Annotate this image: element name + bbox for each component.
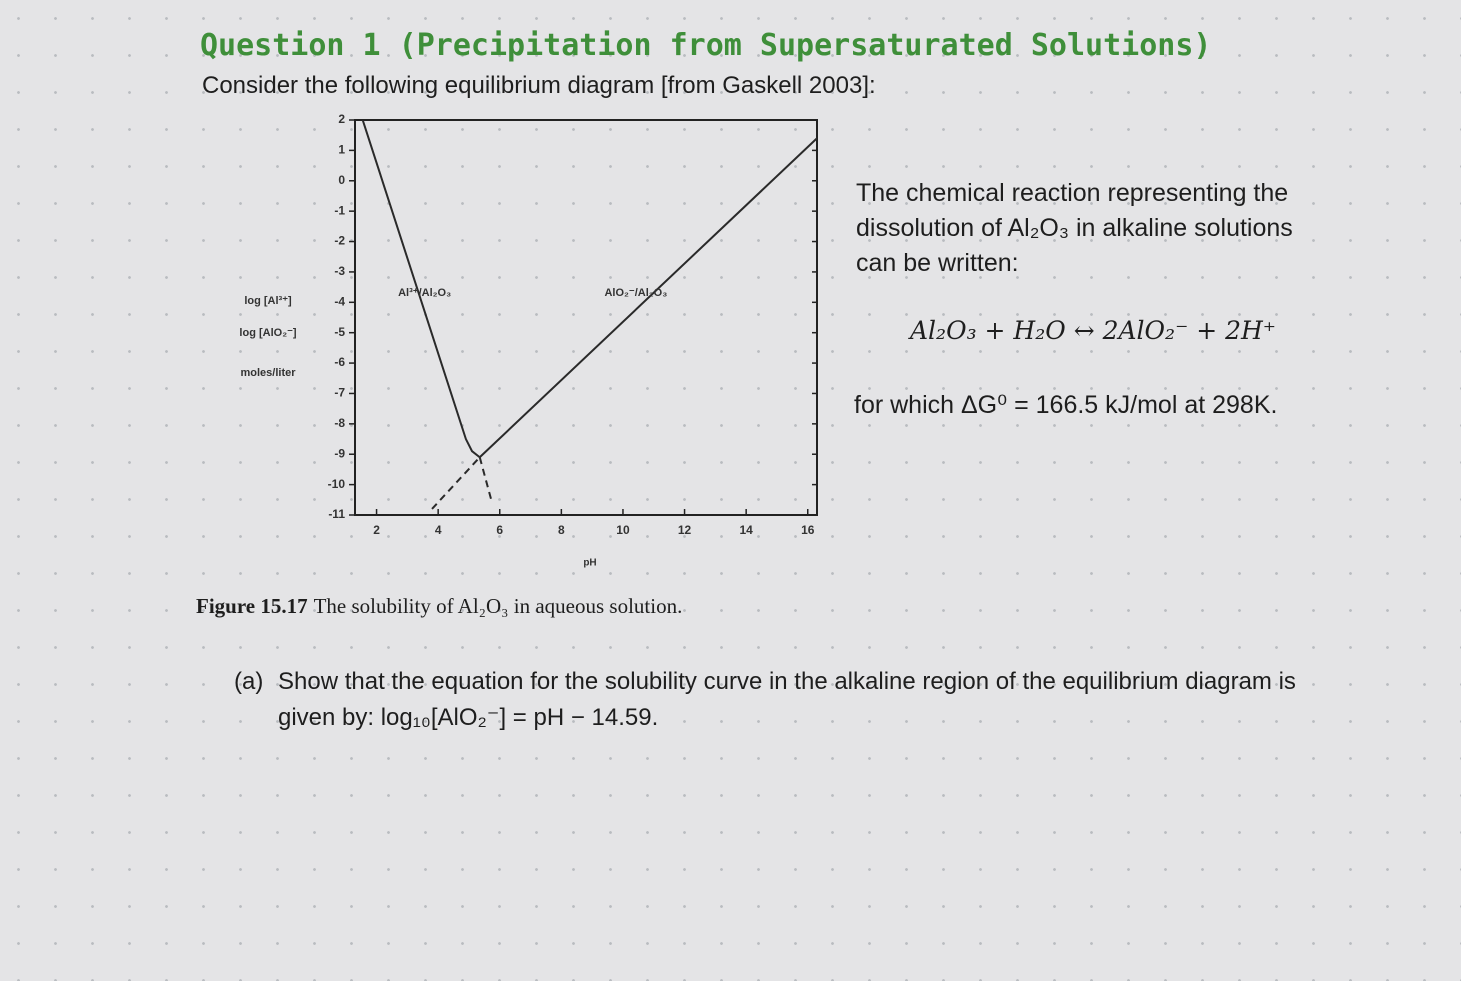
x-tick-label: 12 <box>678 523 692 537</box>
plot-frame <box>354 119 818 516</box>
caption-label: Figure 15.17 <box>196 594 308 618</box>
question-label: (a) <box>234 668 264 695</box>
equation: Al₂O₃ + H₂O ↔ 2AlO₂⁻ + 2H⁺ <box>910 316 1277 345</box>
y-tick-label: -7 <box>334 386 345 400</box>
line-label: Al³⁺/Al₂O₃ <box>398 287 451 299</box>
y-tick-label: -4 <box>334 294 345 308</box>
y-tick-label: 1 <box>338 143 345 157</box>
solubility-line <box>361 119 481 459</box>
y-tick-label: -9 <box>334 446 345 460</box>
x-tick-label: 16 <box>801 523 815 537</box>
y-axis-label: log [Al³⁺] <box>244 295 292 307</box>
x-axis-label: pH <box>583 558 596 569</box>
y-tick-label: 0 <box>338 173 345 187</box>
x-tick-label: 14 <box>739 523 753 537</box>
y-axis-label: moles/liter <box>240 367 296 379</box>
condition: for which ΔG⁰ = 166.5 kJ/mol at 298K. <box>854 391 1278 419</box>
intro: Consider the following equilibrium diagr… <box>202 72 876 99</box>
chart: 210-1-2-3-4-5-6-7-8-9-10-112 4 6 8 10 12 14 16p… <box>239 112 818 569</box>
y-tick-label: -1 <box>334 203 345 217</box>
question-text: Show that the equation for the solubilit… <box>278 668 1296 731</box>
y-tick-label: 2 <box>338 112 345 126</box>
x-tick-label: 6 <box>496 523 503 537</box>
x-tick-label: 4 <box>435 523 442 537</box>
line-label: AlO₂⁻/Al₂O₃ <box>604 287 667 299</box>
question: (a) Show that the equation for the solubi… <box>234 664 1324 736</box>
caption-text: The solubility of Al₂O₃ in aqueous solut… <box>313 594 683 618</box>
y-tick-label: -2 <box>334 234 345 248</box>
x-tick-label: 8 <box>558 523 565 537</box>
dashed-line <box>431 456 481 510</box>
title: Question 1 (Precipitation from Supersatu… <box>200 28 1212 63</box>
y-tick-label: -5 <box>334 325 345 339</box>
y-tick-label: -11 <box>328 507 345 521</box>
y-axis-label: log [AlO₂⁻] <box>239 327 296 339</box>
x-tick-label: 2 <box>373 523 380 537</box>
y-tick-label: -8 <box>334 416 345 430</box>
side-text: The chemical reaction representing the d… <box>856 179 1293 277</box>
x-tick-label: 10 <box>616 523 630 537</box>
solubility-line <box>479 137 818 458</box>
y-tick-label: -6 <box>334 355 345 369</box>
y-tick-label: -10 <box>328 477 346 491</box>
y-tick-label: -3 <box>334 264 345 278</box>
caption: Figure 15.17 The solubility of Al₂O₃ in a… <box>196 594 682 619</box>
dashed-line <box>478 457 494 504</box>
